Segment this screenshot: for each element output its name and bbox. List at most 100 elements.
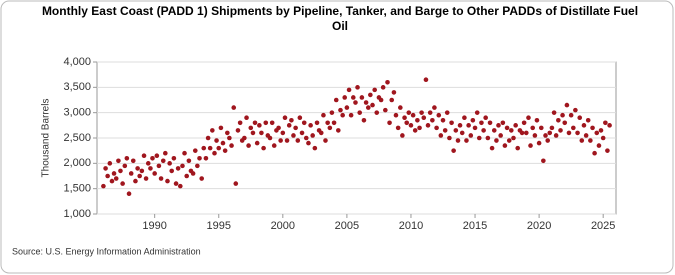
data-point: [502, 143, 508, 148]
data-point: [368, 92, 373, 98]
data-point: [291, 133, 296, 138]
data-point: [220, 140, 226, 146]
data-point: [583, 133, 589, 138]
data-point: [363, 100, 369, 105]
data-point: [353, 100, 358, 105]
data-point: [432, 105, 437, 110]
data-point: [297, 115, 303, 121]
data-point: [417, 125, 422, 131]
data-point: [383, 107, 388, 113]
y-tick-label: 1,000: [63, 208, 91, 220]
data-point: [462, 115, 467, 121]
data-point: [338, 107, 343, 113]
data-point: [423, 77, 429, 83]
data-point: [308, 123, 313, 128]
data-point: [370, 102, 375, 108]
data-point: [295, 138, 301, 143]
data-point: [603, 120, 608, 126]
data-point: [246, 143, 251, 148]
x-tick-label: 1995: [206, 220, 230, 232]
y-tick-label: 2,500: [63, 132, 91, 144]
data-point: [543, 133, 548, 138]
data-point: [342, 95, 348, 100]
data-point: [318, 130, 324, 136]
data-point: [216, 145, 222, 151]
data-point: [340, 112, 345, 118]
data-point: [101, 183, 106, 189]
data-point: [459, 130, 465, 136]
data-point: [556, 117, 561, 123]
data-point: [430, 117, 435, 123]
data-point: [141, 153, 147, 159]
data-point: [536, 140, 542, 146]
data-point: [521, 120, 527, 126]
data-point: [551, 110, 557, 115]
data-point: [406, 110, 412, 115]
data-point: [150, 155, 155, 161]
data-point: [195, 163, 200, 169]
x-tick-label: 2015: [463, 220, 487, 232]
data-point: [504, 125, 510, 131]
data-point: [515, 145, 521, 151]
data-point: [553, 133, 559, 138]
data-point: [133, 178, 138, 184]
data-point: [402, 115, 407, 121]
data-point: [303, 135, 309, 141]
data-point: [333, 97, 339, 103]
data-point: [425, 123, 431, 128]
data-point: [519, 130, 525, 136]
data-point: [419, 110, 424, 115]
data-point: [229, 143, 234, 148]
data-point: [594, 130, 600, 136]
data-point: [259, 130, 264, 136]
data-point: [442, 128, 448, 133]
data-point: [412, 128, 418, 133]
data-point: [408, 123, 414, 128]
data-point: [113, 176, 119, 181]
x-tick-label: 1990: [142, 220, 166, 232]
data-point: [163, 150, 168, 156]
data-point: [421, 115, 427, 121]
data-point: [218, 125, 224, 131]
data-point: [282, 115, 288, 121]
data-point: [571, 125, 576, 131]
data-point: [139, 168, 145, 174]
data-point: [156, 163, 162, 169]
x-tick-label: 2020: [527, 220, 551, 232]
data-point: [111, 171, 117, 176]
data-point: [250, 130, 256, 136]
data-point: [391, 90, 397, 95]
data-point: [598, 128, 604, 133]
data-point: [124, 155, 130, 161]
data-point: [579, 138, 585, 143]
data-point: [325, 120, 330, 126]
data-point: [180, 163, 185, 169]
data-point: [374, 110, 380, 115]
data-point: [538, 125, 544, 131]
data-point: [410, 112, 416, 118]
data-point: [558, 128, 563, 133]
data-point: [398, 105, 403, 110]
data-point: [434, 125, 439, 131]
data-point: [186, 158, 192, 164]
data-point: [455, 138, 461, 143]
data-point: [154, 153, 160, 159]
data-point: [395, 125, 401, 131]
data-point: [577, 115, 583, 121]
data-point: [357, 110, 363, 115]
data-point: [299, 130, 305, 136]
data-point: [393, 112, 399, 118]
data-point: [323, 138, 328, 143]
data-point: [605, 148, 610, 153]
data-point: [447, 135, 452, 141]
data-point: [496, 123, 501, 128]
data-point: [344, 105, 350, 110]
data-point: [280, 130, 286, 136]
data-point: [547, 130, 553, 136]
data-point: [573, 107, 578, 113]
data-point: [171, 155, 177, 161]
data-point: [126, 191, 132, 197]
data-point: [231, 105, 237, 110]
